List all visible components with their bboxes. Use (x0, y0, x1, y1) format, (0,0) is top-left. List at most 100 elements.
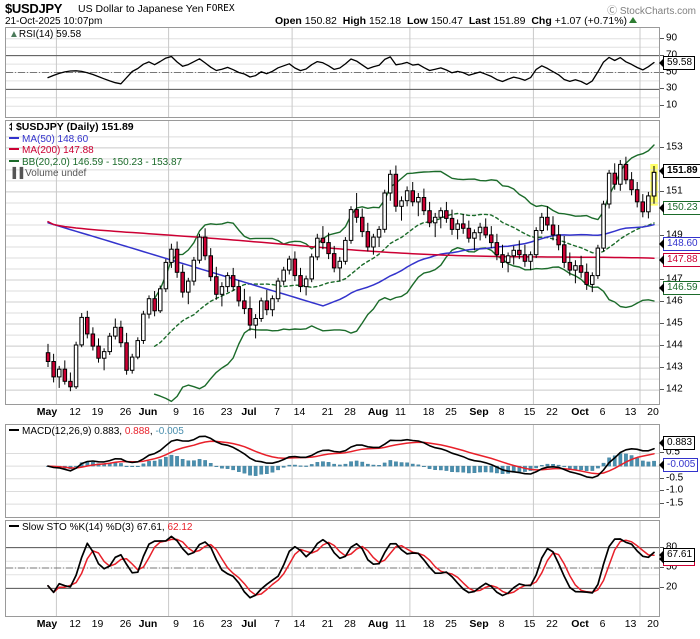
macd-axis-tick: -0.5 (666, 472, 684, 484)
macd-plot (6, 425, 659, 517)
sto-date-label: 26 (119, 618, 132, 630)
macd-callout: -0.005 (663, 458, 699, 473)
low-value: 150.47 (430, 15, 463, 27)
sto-date-label: 18 (422, 618, 435, 630)
price-date-label: 14 (293, 406, 306, 418)
macd-panel: MACD(12,26,9) 0.883, 0.888, -0.005 (5, 424, 660, 518)
price-axis-tick: 145 (666, 317, 683, 329)
axis-tick-mark (660, 88, 664, 90)
price-plot (6, 121, 659, 404)
price-axis-tick: 146 (666, 295, 683, 307)
sto-date-label: 19 (91, 618, 104, 630)
sto-date-label: 13 (624, 618, 637, 630)
watermark-text: StockCharts.com (619, 6, 696, 17)
axis-tick-mark (660, 345, 664, 347)
axis-tick-mark (660, 279, 664, 280)
price-date-label: 6 (599, 406, 606, 418)
price-axis-tick: 143 (666, 361, 683, 373)
high-label: High (342, 15, 367, 27)
sto-date-label: 15 (523, 618, 536, 630)
price-date-label: Sep (469, 406, 489, 418)
stochastic-panel: Slow STO %K(14) %D(3) 67.61, 62.12 (5, 520, 660, 617)
price-axis-tick: 147 (666, 273, 683, 285)
price-y-axis: 153 151 149 147 146 145 144 143 142 151.89 150.23 1… (660, 120, 700, 405)
axis-tick-mark (660, 234, 664, 236)
macd-axis-tick: -1.5 (666, 497, 684, 509)
rsi-plot (6, 28, 659, 117)
sto-date-label: May (36, 618, 58, 630)
rsi-axis-tick: 50 (666, 66, 678, 77)
sto-date-label: Aug (367, 618, 389, 630)
sto-date-label: Sep (469, 618, 489, 630)
rsi-callout: 59.58 (663, 56, 696, 71)
price-axis-tick: 142 (666, 383, 683, 395)
sto-x-axis: May 12 19 26 Jun 9 16 23 Jul 7 14 21 28 Aug 11 18 25 Sep 8… (5, 618, 659, 632)
rsi-axis-tick: 90 (666, 32, 678, 44)
price-date-label: 20 (647, 406, 659, 418)
price-axis-tick: 153 (666, 141, 683, 153)
price-date-label: 21 (321, 406, 334, 418)
chg-label: Chg (531, 15, 552, 27)
sto-date-label: 16 (192, 618, 205, 630)
axis-tick-mark (660, 105, 664, 107)
symbol-ticker: $USDJPY (5, 1, 63, 16)
last-value: 151.89 (493, 15, 526, 27)
axis-tick-mark (660, 490, 664, 492)
rsi-y-axis: 90 70 50 30 10 59.58 (660, 27, 700, 118)
sto-date-label: 7 (274, 618, 280, 630)
sto-axis-tick: 50 (666, 561, 678, 573)
sto-date-label: 28 (344, 618, 356, 630)
macd-axis-tick: -1.0 (666, 484, 684, 496)
price-date-label: 23 (220, 406, 233, 418)
axis-tick-mark (660, 190, 664, 192)
sto-callout: 67.61 (663, 548, 696, 563)
quote-timestamp: 21-Oct-2025 10:07pm (5, 16, 103, 27)
price-callout: 148.60 (663, 236, 700, 251)
ohlc-quote-bar: Open 150.82 High 152.18 Low 150.47 Last … (275, 15, 638, 27)
sto-date-label: 23 (220, 618, 233, 630)
sto-date-label: 14 (293, 618, 306, 630)
up-arrow-icon (629, 17, 638, 23)
rsi-axis-tick: 70 (666, 49, 678, 61)
chart-header: $USDJPY US Dollar to Japanese Yen FOREX … (0, 0, 700, 27)
sto-date-label: Jun (138, 618, 158, 630)
price-date-label: 11 (395, 406, 406, 418)
sto-plot (6, 521, 659, 616)
price-date-label: 19 (91, 406, 104, 418)
axis-tick-mark (660, 367, 664, 369)
axis-tick-mark (660, 301, 664, 303)
sto-date-label: 20 (647, 618, 659, 630)
axis-tick-mark (660, 567, 664, 568)
high-value: 152.18 (368, 15, 402, 27)
axis-tick-mark (660, 389, 664, 391)
axis-tick-mark (660, 71, 664, 73)
price-callout: 151.89 (663, 164, 700, 179)
price-axis-tick: 151 (666, 185, 683, 197)
price-x-axis: May 12 19 26 Jun 9 16 23 Jul 7 14 21 28 Aug 11 18 25 Sep 8… (5, 406, 659, 420)
low-label: Low (406, 15, 428, 27)
price-date-label: 18 (422, 406, 435, 418)
price-date-label: 7 (274, 406, 280, 418)
rsi-axis-tick: 30 (666, 82, 678, 94)
open-label: Open (275, 15, 302, 27)
sto-date-label: 12 (69, 618, 81, 630)
sto-date-label: 11 (395, 618, 406, 630)
sto-date-label: 6 (599, 618, 606, 630)
macd-axis-tick: 0.5 (666, 446, 680, 458)
axis-tick-mark (660, 477, 664, 479)
stockcharts-watermark: Ⓒ StockCharts.com (607, 6, 696, 17)
price-date-label: 12 (69, 406, 81, 418)
price-date-label: Oct (571, 406, 589, 418)
price-date-label: Jul (241, 406, 257, 418)
macd-y-axis: 0.5 -0.5 -1.0 -1.5 0.883 -0.005 (660, 424, 700, 518)
price-date-label: May (36, 406, 58, 418)
last-label: Last (468, 15, 491, 27)
price-callout: 146.59 (663, 281, 700, 296)
price-date-label: 26 (119, 406, 132, 418)
price-date-label: 15 (523, 406, 536, 418)
price-date-label: Aug (367, 406, 389, 418)
sto-axis-tick: 20 (666, 581, 678, 593)
price-date-label: 28 (344, 406, 356, 418)
price-axis-tick: 144 (666, 339, 683, 351)
price-date-label: 25 (445, 406, 457, 418)
